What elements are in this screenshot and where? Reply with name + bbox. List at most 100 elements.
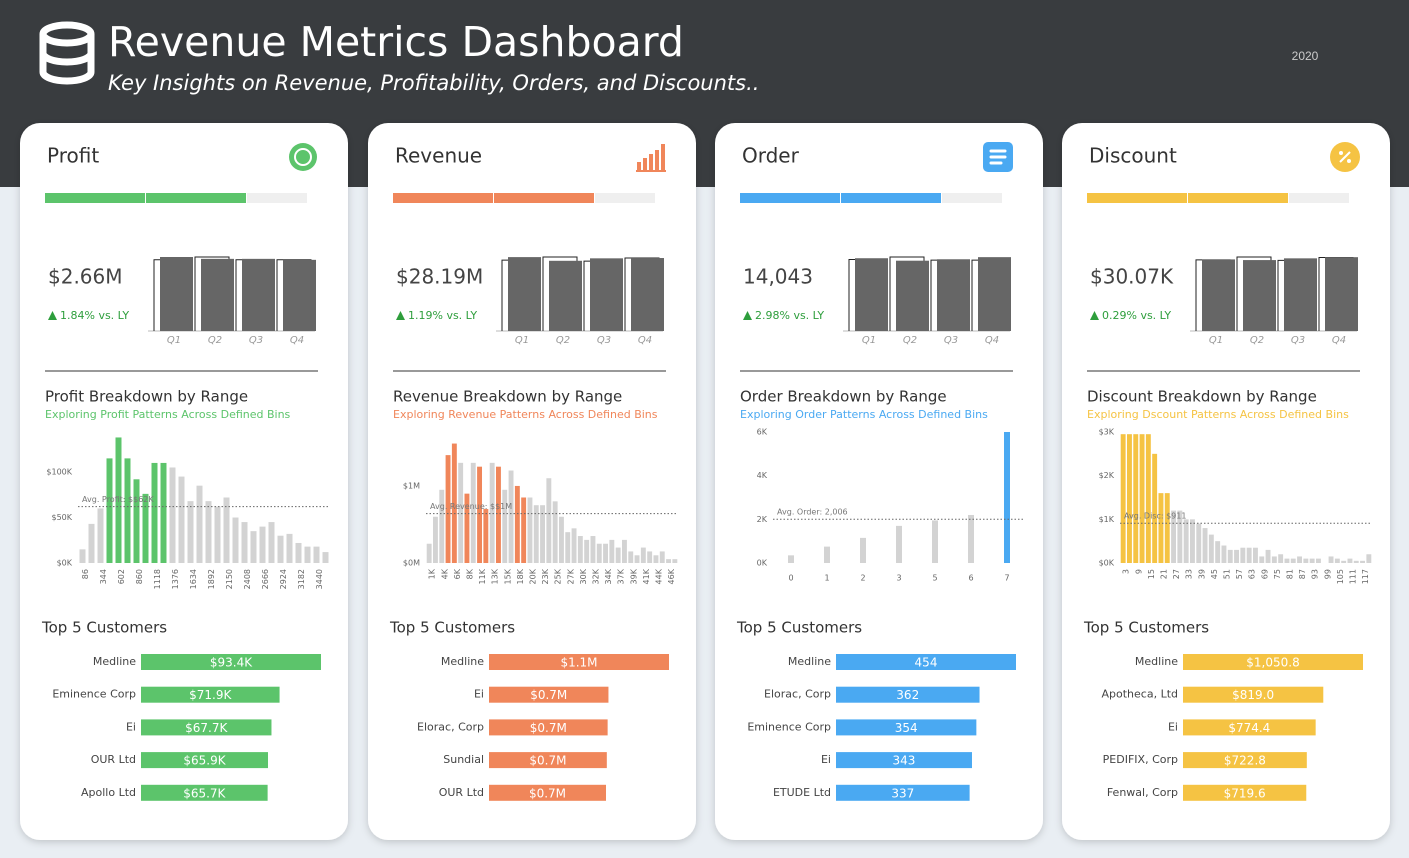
customer-bar (489, 719, 608, 736)
histogram-bar (584, 539, 590, 563)
y-tick-label: $3K (1099, 428, 1115, 437)
histogram-bar (1271, 556, 1277, 563)
progress-segment (740, 193, 840, 203)
histogram-bar (241, 522, 248, 563)
customer-name: Medline (788, 655, 831, 668)
histogram-bar (106, 458, 113, 563)
breakdown-subtitle: Exploring Dscount Patterns Across Define… (1087, 408, 1349, 421)
customer-value: $819.0 (1232, 688, 1274, 702)
x-tick-label: 1118 (153, 569, 162, 589)
y-tick-label: 6K (757, 428, 768, 437)
icon (661, 144, 665, 170)
histogram-bar (1120, 434, 1126, 563)
histogram-bar (968, 514, 974, 563)
quarter-label: Q2 (1250, 335, 1264, 346)
histogram-bar (615, 547, 621, 563)
breakdown-title: Discount Breakdown by Range (1087, 388, 1317, 406)
x-tick-label: 0 (788, 574, 793, 583)
logo (39, 21, 95, 85)
top-title: Top 5 Customers (389, 619, 515, 637)
change-arrow (743, 311, 752, 320)
x-tick-label: 7 (1004, 574, 1009, 583)
quarter-label: Q2 (903, 335, 917, 346)
histogram-bar (151, 462, 158, 563)
x-tick-label: 87 (1298, 569, 1307, 579)
breakdown-title: Order Breakdown by Range (740, 388, 947, 406)
customer-value: $774.4 (1228, 721, 1270, 735)
histogram-bar (259, 526, 266, 563)
x-tick-label: 13K (491, 568, 500, 584)
customer-name: OUR Ltd (439, 786, 484, 799)
progress-segment (841, 193, 941, 203)
histogram-bar (672, 559, 678, 563)
histogram-bar (546, 478, 552, 563)
histogram-bar (860, 537, 866, 563)
histogram-bar (932, 520, 938, 563)
customer-value: 343 (893, 754, 916, 768)
histogram-bar (1366, 554, 1372, 563)
y-tick-label: $0K (57, 559, 73, 568)
quarter-bar (1243, 260, 1276, 331)
histogram-bar (1290, 558, 1296, 563)
histogram-bar (1347, 558, 1353, 563)
x-tick-label: 3 (1122, 569, 1131, 574)
progress-segment (494, 193, 594, 203)
x-tick-label: 15 (1147, 569, 1156, 579)
quarter-bar (1325, 257, 1358, 331)
histogram-bar (439, 489, 445, 563)
histogram-bar (621, 539, 627, 563)
x-tick-label: 8K (465, 568, 474, 579)
quarter-label: Q4 (985, 335, 999, 346)
histogram-bar (477, 466, 483, 563)
kpi-value: $2.66M (48, 265, 123, 289)
histogram-bar (502, 489, 508, 563)
histogram-bar (223, 497, 230, 563)
x-tick-label: 93 (1311, 569, 1320, 579)
kpi-change: 0.29% vs. LY (1102, 309, 1171, 322)
customer-name: Ei (126, 720, 136, 733)
breakdown-subtitle: Exploring Profit Patterns Across Defined… (45, 408, 291, 421)
histogram-bar (596, 543, 602, 563)
histogram-bar (1221, 545, 1227, 563)
histogram-bar (1240, 547, 1246, 563)
quarter-label: Q3 (1291, 335, 1305, 346)
year: 2020 (1292, 49, 1319, 63)
quarter-label: Q4 (638, 335, 652, 346)
histogram-bar (1334, 558, 1340, 563)
card-icon (983, 142, 1013, 172)
x-tick-label: 63 (1248, 569, 1257, 579)
histogram-bar (666, 559, 672, 563)
x-tick-label: 111 (1348, 569, 1357, 584)
histogram-bar (1164, 493, 1170, 563)
x-tick-label: 57 (1235, 569, 1244, 579)
x-tick-label: 5 (932, 574, 937, 583)
quarter-bar (590, 258, 623, 331)
histogram-bar (304, 546, 311, 563)
breakdown-subtitle: Exploring Revenue Patterns Across Define… (393, 408, 658, 421)
histogram-bar (322, 552, 329, 563)
quarter-label: Q3 (597, 335, 611, 346)
customer-bar (1183, 719, 1316, 736)
y-tick-label: $1K (1099, 515, 1115, 524)
quarter-label: Q4 (290, 335, 304, 346)
x-tick-label: 3440 (315, 569, 324, 589)
icon (655, 150, 659, 170)
x-tick-label: 33 (1185, 569, 1194, 579)
histogram-bar (1133, 434, 1139, 563)
kpi-value: 14,043 (743, 265, 813, 289)
customer-value: 354 (895, 721, 918, 735)
customer-name: Fenwal, Corp (1107, 786, 1178, 799)
kpi-value: $28.19M (396, 265, 483, 289)
x-tick-label: 2924 (279, 569, 288, 589)
histogram-bar (97, 508, 104, 563)
x-tick-label: 1634 (189, 569, 198, 589)
histogram-bar (489, 462, 495, 563)
y-tick-label: 2K (757, 515, 768, 524)
customer-value: 337 (891, 786, 914, 800)
quarter-bar (1202, 259, 1235, 331)
histogram-bar (1183, 519, 1189, 563)
x-tick-label: 32K (591, 568, 600, 584)
x-tick-label: 1K (428, 568, 437, 579)
customer-name: Elorac, Corp (417, 720, 484, 733)
y-tick-label: $50K (51, 513, 72, 522)
